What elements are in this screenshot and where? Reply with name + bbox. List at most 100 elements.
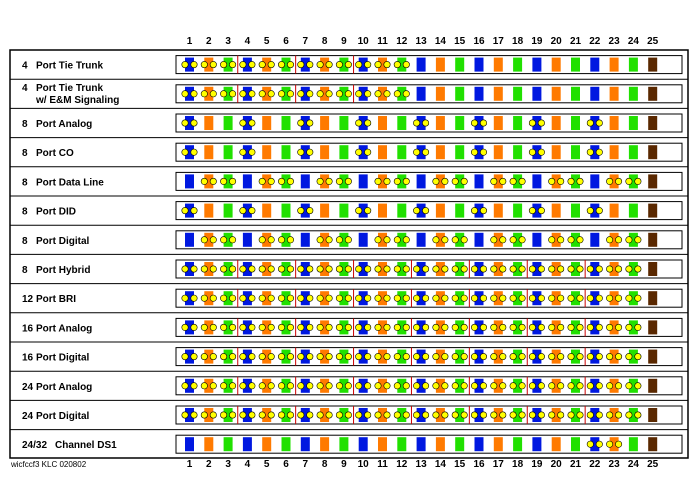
pin-usage-marker [297,119,305,127]
pin-4-blue [242,232,252,247]
pin-usage-marker [537,265,545,273]
pin-usage-marker [248,148,256,156]
pin-4-blue [242,408,252,422]
pin-usage-marker [595,382,603,390]
pin-24-green [628,145,638,160]
pin-10-blue [358,291,368,306]
pin-10-blue [358,145,368,160]
pin-23-orange [609,378,619,393]
pin-2-orange [204,145,214,160]
pin-usage-marker [297,411,305,419]
pin-21-green [571,349,580,364]
pin-20-orange [551,174,561,189]
pin-18-green [513,145,523,160]
pin-usage-marker [248,323,256,331]
pin-usage-marker [586,440,594,448]
pin-24-green [628,378,638,393]
pin-10-blue [358,262,368,276]
pin-17-orange [493,291,503,306]
pin-8-orange [320,174,330,189]
pin-number: 16 [473,459,485,470]
pinout-row: 8 Port Analog [22,113,683,133]
pin-15-green [455,378,465,393]
pin-usage-marker [355,353,363,361]
pin-10-blue [358,86,368,101]
pin-usage-marker [364,90,372,98]
pin-usage-marker [422,382,430,390]
pin-3-green [223,86,233,101]
pin-17-orange [493,262,503,276]
pin-16-blue [474,408,484,422]
pin-3-green [223,291,233,306]
pin-usage-marker [190,207,198,215]
pin-4-blue [242,291,252,306]
pin-usage-marker [239,323,247,331]
pin-24-green [628,262,638,276]
pin-18-green [513,408,523,422]
pin-19-blue [532,174,542,189]
pin-usage-marker [355,294,363,302]
pin-number: 5 [264,36,270,47]
pin-4-blue [242,145,252,160]
pin-2-orange [204,262,214,276]
pin-23-orange [609,408,619,422]
pin-number: 8 [322,36,328,47]
pin-7-blue [300,437,310,452]
pin-usage-marker [413,294,421,302]
pin-usage-marker [470,411,478,419]
pin-usage-marker [383,90,391,98]
pin-usage-marker [364,353,372,361]
pin-usage-marker [634,411,642,419]
pin-25-brown [648,320,658,335]
pin-number: 17 [493,36,505,47]
pin-10-blue [358,408,368,422]
pin-usage-marker [625,236,633,244]
pin-usage-marker [190,353,198,361]
pin-usage-marker [383,236,391,244]
pin-5-orange [262,320,272,335]
pin-usage-marker [460,323,468,331]
pin-1-blue [185,116,194,130]
pin-usage-marker [316,353,324,361]
pin-usage-marker [509,265,517,273]
pin-usage-marker [200,236,208,244]
row-port-count: 12 [22,294,34,305]
pin-number: 10 [358,36,370,47]
pin-15-green [455,86,465,101]
pin-20-orange [551,349,561,364]
pinout-row: 24/32 Channel DS1 [22,434,683,454]
pin-usage-marker [316,61,324,69]
pin-4-blue [242,320,252,335]
pin-number: 16 [473,36,485,47]
pin-usage-marker [567,265,575,273]
pin-usage-marker [335,61,343,69]
pin-13-blue [416,57,426,72]
pin-24-green [628,320,638,335]
pin-15-green [455,174,465,189]
pin-8-orange [320,262,330,276]
pin-10-blue [358,437,368,452]
pin-usage-marker [518,294,526,302]
pin-usage-marker [557,353,565,361]
pin-21-green [571,232,580,247]
row-label: Port Analog [36,382,92,393]
pin-7-blue [300,262,310,276]
pin-23-orange [609,57,619,72]
pin-10-blue [358,203,368,218]
pin-12-green [397,174,407,189]
pin-usage-marker [297,353,305,361]
pin-usage-marker [248,90,256,98]
pin-17-orange [493,408,503,422]
pin-7-blue [300,116,310,130]
pin-usage-marker [548,411,556,419]
pin-usage-marker [518,323,526,331]
pin-5-orange [262,116,272,130]
pin-usage-marker [209,294,217,302]
pin-usage-marker [402,294,410,302]
pin-usage-marker [306,353,314,361]
pin-17-orange [493,174,503,189]
pin-14-orange [435,57,445,72]
pin-10-blue [358,232,368,247]
pin-usage-marker [402,323,410,331]
